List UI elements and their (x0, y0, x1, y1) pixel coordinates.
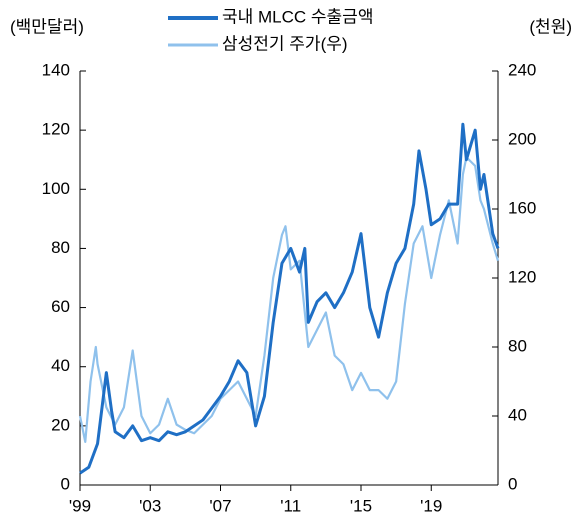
x-tick-label: '15 (350, 496, 372, 515)
x-tick-label: '11 (280, 496, 301, 515)
y2-tick-label: 120 (508, 267, 536, 286)
series-line (78, 156, 500, 443)
y2-tick-label: 200 (508, 129, 536, 148)
y-tick-label: 20 (51, 415, 70, 434)
y-tick-label: 120 (42, 120, 70, 139)
y-axis-label: (백만달러) (10, 17, 84, 36)
x-tick-label: '99 (69, 496, 91, 515)
y-tick-label: 100 (42, 179, 70, 198)
y-tick-label: 80 (51, 238, 70, 257)
y-tick-label: 60 (51, 297, 70, 316)
y2-axis-label: (천원) (529, 17, 572, 36)
series-line (79, 122, 500, 475)
y2-tick-label: 0 (508, 474, 517, 493)
y-tick-label: 0 (61, 474, 70, 493)
x-tick-label: '07 (209, 496, 231, 515)
legend-label: 국내 MLCC 수출금액 (222, 7, 373, 26)
y2-tick-label: 160 (508, 198, 536, 217)
legend-label: 삼성전기 주가(우) (222, 34, 348, 53)
y-tick-label: 40 (51, 356, 70, 375)
x-tick-label: '03 (139, 496, 161, 515)
y-tick-label: 140 (42, 60, 70, 79)
y2-tick-label: 80 (508, 336, 527, 355)
x-tick-label: '19 (420, 496, 442, 515)
y2-tick-label: 240 (508, 60, 536, 79)
y2-tick-label: 40 (508, 405, 527, 424)
